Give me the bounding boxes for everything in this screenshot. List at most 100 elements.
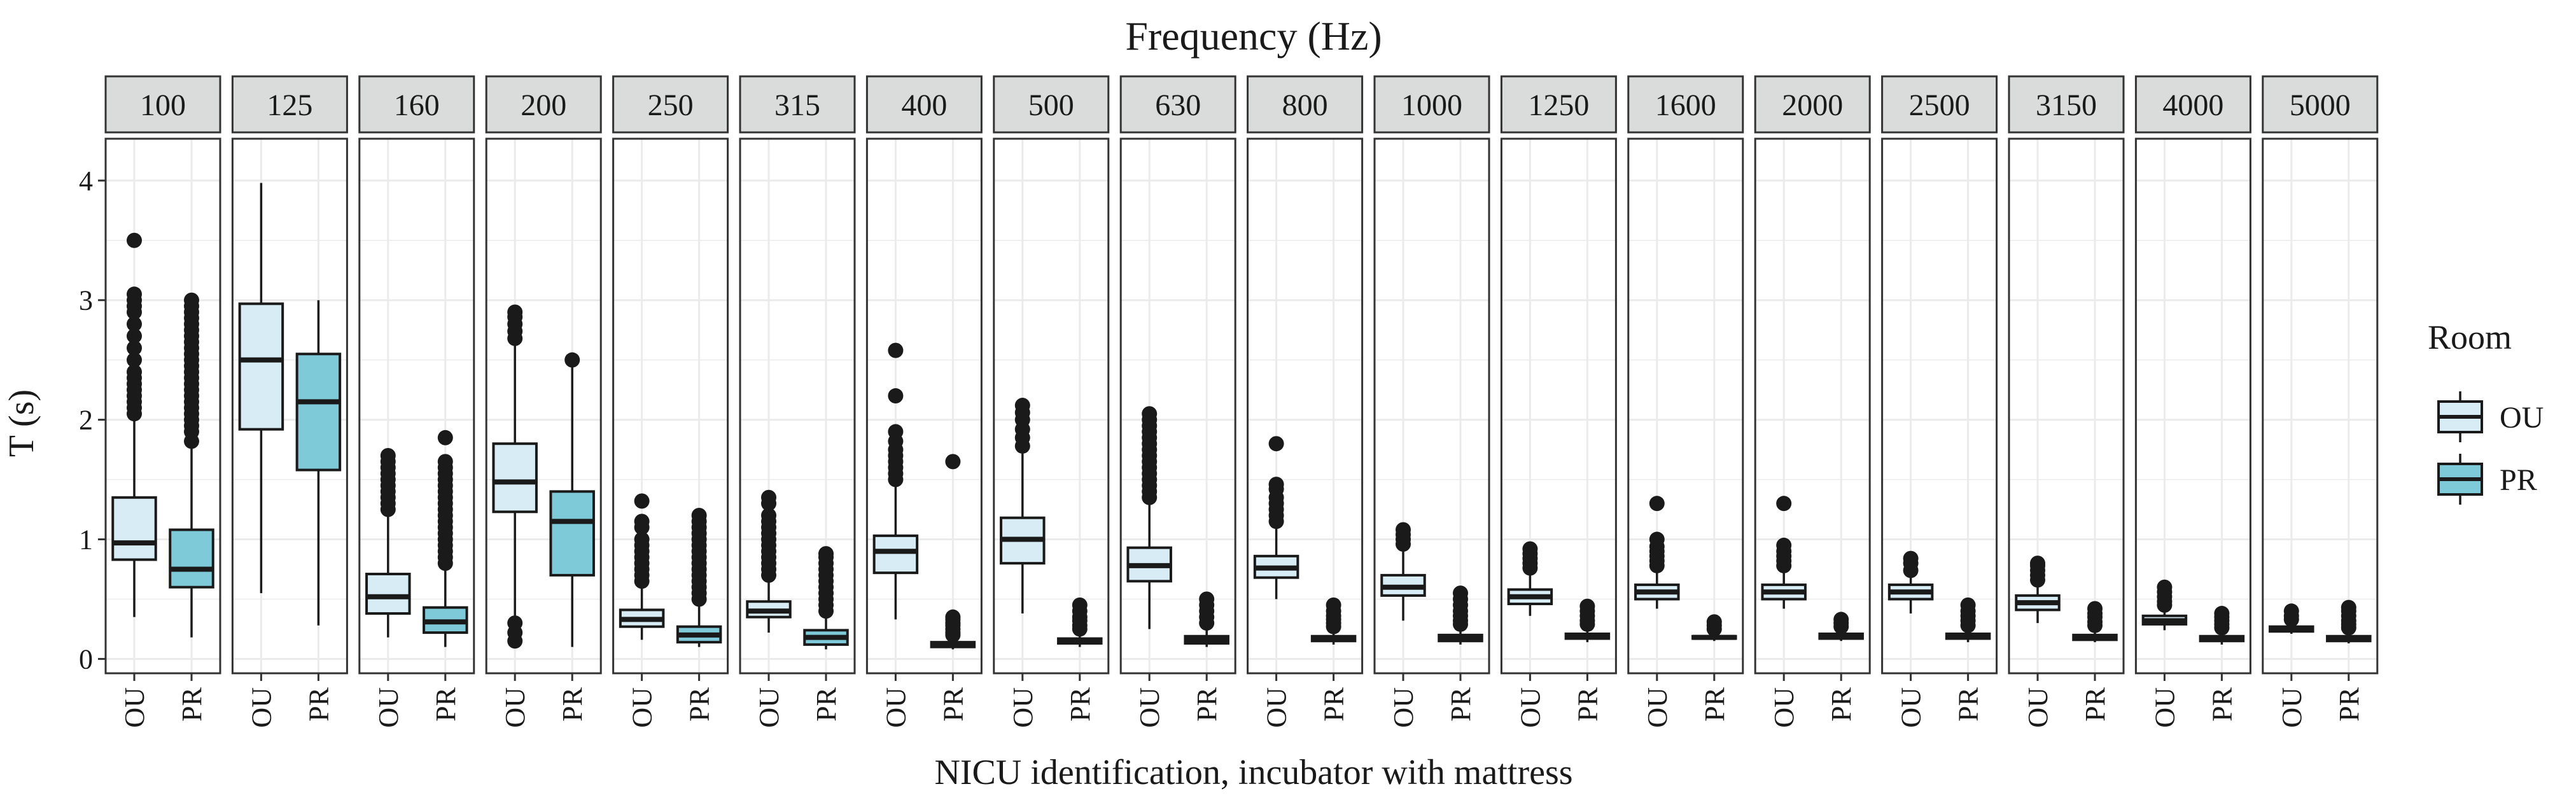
outlier-point bbox=[2341, 599, 2356, 615]
box-ou bbox=[2141, 579, 2188, 631]
box-ou bbox=[1126, 406, 1172, 629]
box-iqr bbox=[365, 573, 411, 615]
outlier-point bbox=[888, 388, 904, 404]
x-tick-label: PR bbox=[937, 687, 969, 721]
facet-strip-label: 5000 bbox=[2290, 88, 2351, 122]
x-tick-label: PR bbox=[1445, 687, 1476, 721]
box-pr bbox=[1438, 585, 1483, 645]
outlier-point bbox=[1268, 436, 1284, 452]
facet-strip bbox=[865, 75, 983, 134]
facet-strip-label: 250 bbox=[648, 88, 694, 122]
facet-panel: 800 OU PR bbox=[1247, 75, 1364, 728]
x-tick-label: PR bbox=[1065, 687, 1096, 721]
x-tick-label: PR bbox=[557, 687, 588, 721]
x-tick-label: PR bbox=[2206, 687, 2237, 721]
outlier-point bbox=[1960, 597, 1976, 613]
panel-border bbox=[1119, 137, 1236, 675]
x-tick-label: OU bbox=[2149, 687, 2180, 728]
outlier-point bbox=[761, 489, 776, 505]
legend: Room OU PR bbox=[2428, 318, 2544, 505]
x-tick-label: OU bbox=[1896, 687, 1927, 728]
panel-border bbox=[2008, 137, 2125, 675]
box-iqr bbox=[238, 302, 284, 431]
facet-strip-label: 1000 bbox=[1401, 88, 1462, 122]
panel-background bbox=[2262, 139, 2377, 673]
box-pr bbox=[1691, 614, 1737, 641]
box-ou bbox=[2269, 603, 2314, 634]
facet-strip bbox=[358, 75, 475, 134]
facet-panel: 160 OU PR bbox=[358, 75, 475, 728]
facet-strip-label: 2500 bbox=[1909, 88, 1970, 122]
box-ou bbox=[492, 304, 538, 649]
outlier-point bbox=[2214, 606, 2230, 622]
box-ou bbox=[111, 232, 157, 617]
outlier-point bbox=[127, 232, 142, 248]
outlier-point bbox=[2157, 579, 2173, 595]
panel-background bbox=[2136, 139, 2251, 673]
box-pr bbox=[803, 546, 849, 650]
box-ou bbox=[619, 493, 665, 640]
box-iqr bbox=[549, 490, 595, 577]
box-pr bbox=[423, 430, 468, 647]
x-tick-label: PR bbox=[1191, 687, 1222, 721]
facet-strip bbox=[485, 75, 602, 134]
box-ou bbox=[1634, 496, 1680, 609]
box-iqr bbox=[169, 528, 214, 589]
outlier-point bbox=[945, 454, 961, 470]
outlier-point bbox=[818, 546, 834, 562]
panel-border bbox=[485, 137, 602, 675]
facet-panel: 5000 OU PR bbox=[2262, 75, 2379, 728]
facet-panel: 4000 OU PR bbox=[2134, 75, 2251, 728]
outlier-point bbox=[437, 430, 453, 445]
x-tick-label: OU bbox=[119, 687, 150, 728]
facet-strip bbox=[1500, 75, 1617, 134]
box-ou bbox=[1887, 550, 1934, 614]
x-tick-label: PR bbox=[2334, 687, 2365, 721]
box-iqr bbox=[295, 353, 342, 472]
legend-key-pr: PR bbox=[2437, 454, 2537, 505]
facet-strip-label: 3150 bbox=[2036, 88, 2097, 122]
x-tick-label: OU bbox=[1515, 687, 1546, 728]
facet-strip-label: 160 bbox=[394, 88, 440, 122]
outlier-point bbox=[127, 328, 142, 344]
outlier-point bbox=[127, 316, 142, 332]
facet-strip-label: 200 bbox=[521, 88, 566, 122]
x-tick-label: OU bbox=[627, 687, 658, 728]
outlier-point bbox=[1268, 477, 1284, 493]
outlier-point bbox=[1522, 541, 1538, 557]
panel-border bbox=[358, 137, 475, 675]
legend-label: OU bbox=[2500, 401, 2544, 435]
panel-border bbox=[1754, 137, 1871, 675]
outlier-point bbox=[2283, 603, 2299, 619]
outlier-point bbox=[2030, 556, 2045, 571]
facet-strip bbox=[2134, 75, 2251, 134]
panel-background bbox=[106, 139, 220, 673]
outlier-point bbox=[761, 507, 776, 523]
panel-background bbox=[1247, 139, 1362, 673]
y-axis: 0 1 2 3 4 bbox=[79, 165, 106, 675]
x-tick-label: PR bbox=[811, 687, 842, 721]
box-ou bbox=[872, 342, 919, 620]
facet-panel: 200 OU PR bbox=[485, 75, 602, 728]
box-ou bbox=[1380, 522, 1426, 621]
outlier-point bbox=[1199, 591, 1215, 607]
facet-strip bbox=[1373, 75, 1490, 134]
legend-label: PR bbox=[2500, 463, 2537, 497]
x-tick-label: OU bbox=[373, 687, 404, 728]
facet-strip bbox=[1119, 75, 1236, 134]
facet-strip bbox=[1754, 75, 1871, 134]
legend-key-ou: OU bbox=[2437, 391, 2544, 442]
x-tick-label: PR bbox=[303, 687, 334, 721]
x-tick-label: PR bbox=[1953, 687, 1984, 721]
box-pr bbox=[1564, 598, 1611, 643]
box-ou bbox=[1000, 398, 1046, 614]
outlier-point bbox=[888, 342, 904, 358]
outlier-point bbox=[380, 447, 396, 463]
facet-panel: 2000 OU PR bbox=[1754, 75, 1871, 728]
panel-border bbox=[865, 137, 983, 675]
facet-panel: 315 OU PR bbox=[739, 75, 856, 728]
x-tick-label: OU bbox=[1007, 687, 1039, 728]
x-tick-label: OU bbox=[500, 687, 531, 728]
box-pr bbox=[2199, 606, 2245, 645]
box-pr bbox=[1818, 612, 1864, 641]
